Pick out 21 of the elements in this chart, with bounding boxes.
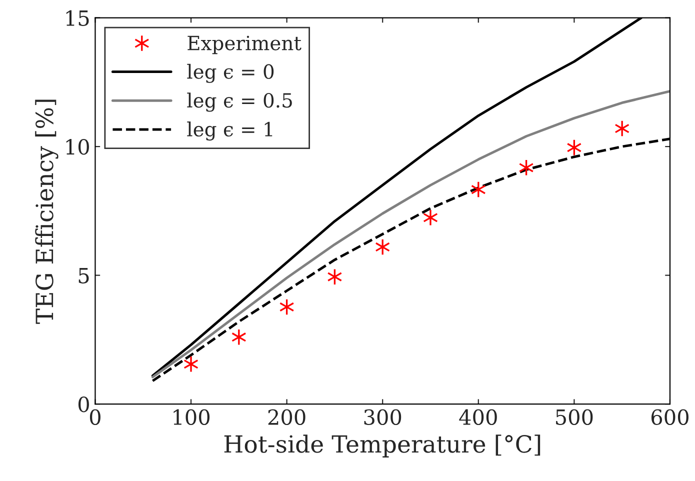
point [423,209,438,226]
point [614,120,630,137]
line-series [151,90,670,378]
x-tick-label: 100 [174,409,210,426]
y-tick-label: 15 [66,10,89,26]
y-tick-label: 0 [78,396,89,412]
x-tick-label: 0 [90,409,100,426]
y-tick-label: 10 [66,138,89,155]
y-axis-title: TEG Efficiency [%] [35,100,58,324]
x-axis-title: Hot-side Temperature [°C] [224,434,540,458]
x-tick-label: 600 [651,409,688,426]
legend-label: leg ϵ = 0 [187,64,274,83]
legend-label: leg ϵ = 0.5 [187,92,292,112]
x-tick-label: 200 [268,409,306,426]
legend-label: leg ϵ = 1 [187,121,272,141]
y-tick-label: 5 [78,268,89,284]
x-tick-label: 400 [459,409,497,426]
x-tick-label: 300 [364,409,402,426]
legend-label: Experiment [188,36,302,54]
point [184,356,198,373]
x-tick-label: 500 [556,409,593,426]
